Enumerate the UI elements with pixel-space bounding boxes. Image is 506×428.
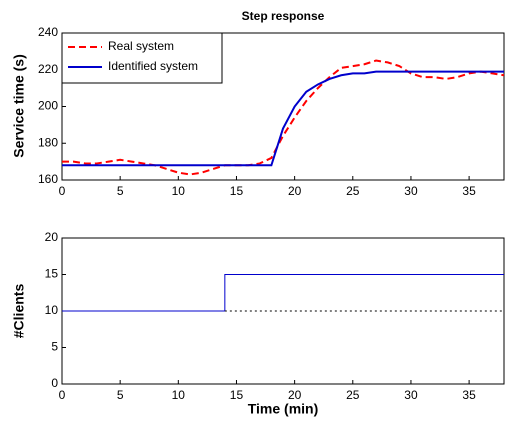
- x-tick-label: 15: [230, 184, 244, 198]
- y-tick-label: 20: [45, 230, 59, 244]
- x-tick-label: 35: [462, 388, 476, 402]
- series-line: [62, 59, 505, 176]
- y-tick-label: 10: [45, 303, 59, 317]
- x-tick-label: 10: [172, 388, 186, 402]
- x-tick-label: 30: [404, 388, 418, 402]
- y-tick-label: 5: [51, 340, 58, 354]
- x-tick-label: 25: [346, 388, 360, 402]
- x-tick-label: 10: [172, 184, 186, 198]
- x-tick-label: 0: [59, 388, 66, 402]
- y-tick-label: 220: [38, 62, 58, 76]
- x-tick-label: 20: [288, 388, 302, 402]
- y-tick-label: 240: [38, 25, 58, 39]
- y-tick-label: 160: [38, 172, 58, 186]
- x-tick-label: 25: [346, 184, 360, 198]
- x-tick-label: 30: [404, 184, 418, 198]
- x-tick-label: 15: [230, 388, 244, 402]
- x-tick-label: 5: [117, 388, 124, 402]
- y-axis-label: Service time (s): [11, 54, 27, 158]
- legend-box: [61, 32, 223, 84]
- x-tick-label: 20: [288, 184, 302, 198]
- x-tick-label: 5: [117, 184, 124, 198]
- y-tick-label: 15: [45, 267, 59, 281]
- series-line: [62, 274, 504, 312]
- y-tick-label: 200: [38, 99, 58, 113]
- series-line: [62, 70, 504, 167]
- x-tick-label: 0: [59, 184, 66, 198]
- y-axis-label: #Clients: [11, 284, 27, 339]
- y-tick-label: 180: [38, 135, 58, 149]
- chart-title: Step response: [242, 9, 325, 23]
- legend-label: Identified system: [108, 59, 198, 73]
- x-axis-label: Time (min): [248, 401, 319, 417]
- y-tick-label: 0: [51, 376, 58, 390]
- legend-label: Real system: [108, 39, 174, 53]
- x-tick-label: 35: [462, 184, 476, 198]
